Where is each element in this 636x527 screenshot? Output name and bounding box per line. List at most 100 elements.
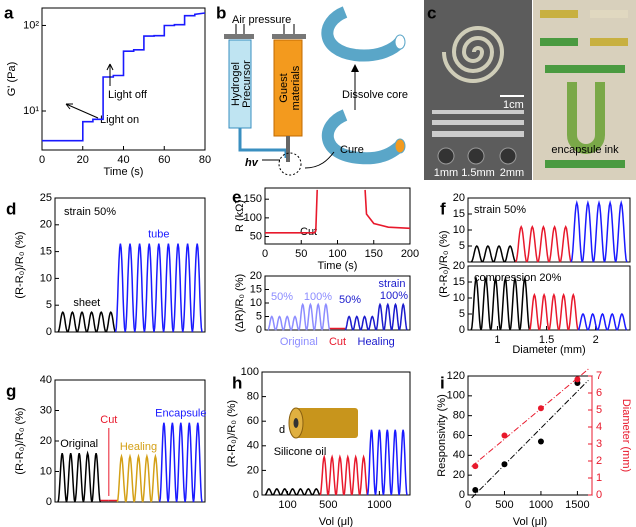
- y2-tick-label: 2: [596, 455, 602, 467]
- annotation: strain 50%: [474, 204, 526, 216]
- y-axis-label: (R-R₀)/R₀ (%): [438, 230, 450, 297]
- cycle: [158, 422, 169, 503]
- cycle: [489, 276, 502, 331]
- cycle: [272, 488, 282, 496]
- cycle: [172, 243, 184, 333]
- y-tick-label: 10: [250, 297, 262, 309]
- y-tick-label: 15: [453, 276, 465, 288]
- plate: [224, 34, 254, 39]
- cycle: [95, 310, 107, 333]
- y-tick-label: 40: [453, 449, 465, 461]
- ink-label: encapsule ink: [551, 144, 619, 156]
- fiber: [590, 38, 628, 46]
- scale-label: 1cm: [503, 99, 524, 111]
- y-tick-label: 0: [253, 489, 259, 501]
- data-line: [42, 12, 206, 142]
- x-tick-label: 500: [495, 499, 513, 511]
- fiber: [540, 38, 578, 46]
- x-tick-label: 50: [295, 248, 307, 260]
- cycle: [358, 454, 369, 496]
- cycle: [382, 429, 393, 496]
- plot-frame: [467, 375, 593, 496]
- y-tick-label: 25: [40, 192, 52, 204]
- x-tick-label: 150: [365, 248, 383, 260]
- y-tick-label: 5: [46, 299, 52, 311]
- y-tick-label: 15: [453, 208, 465, 220]
- cycle: [133, 453, 144, 503]
- y-tick-label: 80: [247, 391, 259, 403]
- cycle: [398, 429, 408, 496]
- x-tick-label: 0: [262, 248, 268, 260]
- cycle: [470, 244, 483, 263]
- x-tick-label: 60: [158, 154, 170, 166]
- series-label: Cut: [329, 336, 346, 348]
- spiral: [442, 26, 505, 83]
- y-tick-label: 10¹: [23, 105, 39, 117]
- cycle: [581, 199, 595, 263]
- cycle: [57, 310, 69, 333]
- cycle: [304, 488, 313, 496]
- tube-hollow: [321, 6, 405, 62]
- x-tick-label: 1000: [529, 499, 553, 511]
- x-axis-label: Diameter (mm): [512, 344, 585, 356]
- point: [574, 376, 581, 383]
- cycle: [134, 243, 146, 333]
- label: Guest: [278, 73, 290, 102]
- annotation: Light off: [108, 89, 148, 101]
- y-tick-label: 10: [453, 292, 465, 304]
- cross-section: [467, 147, 485, 165]
- y2-tick-label: 0: [596, 489, 602, 501]
- cycle: [481, 244, 495, 263]
- cycle: [344, 315, 354, 331]
- cycle: [398, 302, 408, 331]
- cycle: [105, 310, 117, 333]
- y-tick-label: 0: [256, 324, 262, 336]
- y-tick-label: 0: [459, 324, 465, 336]
- label: Dissolve core: [342, 89, 408, 101]
- y-tick-label: 5: [256, 310, 262, 322]
- cycle: [114, 243, 126, 333]
- cycle: [282, 315, 292, 331]
- label: Hydrogel: [230, 62, 242, 106]
- annotation: 100%: [304, 291, 332, 303]
- series-label: Cut: [100, 414, 117, 426]
- x-tick-label: 1500: [565, 499, 589, 511]
- annotation: Cut: [300, 226, 317, 238]
- y-tick-label: 30: [40, 404, 52, 416]
- cycle: [275, 315, 284, 331]
- label: Air pressure: [232, 14, 291, 26]
- series-label: Healing: [358, 336, 395, 348]
- y-axis-label: (R-R₀)/R₀ (%): [14, 231, 26, 298]
- fiber: [432, 120, 524, 125]
- cross-section: [499, 147, 517, 165]
- cycle: [606, 312, 618, 331]
- fiber: [545, 65, 625, 73]
- cycle: [313, 302, 323, 331]
- cycle: [499, 276, 511, 331]
- cycle: [91, 453, 102, 503]
- size-label: 1.5mm: [461, 167, 495, 179]
- cross-section: [437, 147, 455, 165]
- cycle: [267, 315, 277, 331]
- cycle: [559, 225, 572, 263]
- x-tick-label: 0: [465, 499, 471, 511]
- cycle: [76, 310, 88, 333]
- cycle: [57, 453, 68, 503]
- panel-label: e: [232, 187, 241, 206]
- y-tick-label: 60: [247, 415, 259, 427]
- cycle: [288, 488, 297, 496]
- y-tick-label: 120: [447, 370, 465, 382]
- cycle: [343, 454, 353, 496]
- y-tick-label: 0: [46, 496, 52, 508]
- cycle: [153, 243, 165, 333]
- cycle: [616, 312, 628, 331]
- series-label: Original: [280, 336, 318, 348]
- y2-tick-label: 6: [596, 387, 602, 399]
- point: [472, 463, 479, 470]
- x-tick-label: 2: [593, 334, 599, 346]
- x-axis-label: Vol (μl): [319, 516, 353, 527]
- cycle: [515, 225, 528, 263]
- cycle: [184, 422, 195, 503]
- cycle: [577, 312, 589, 331]
- cycle: [367, 315, 377, 331]
